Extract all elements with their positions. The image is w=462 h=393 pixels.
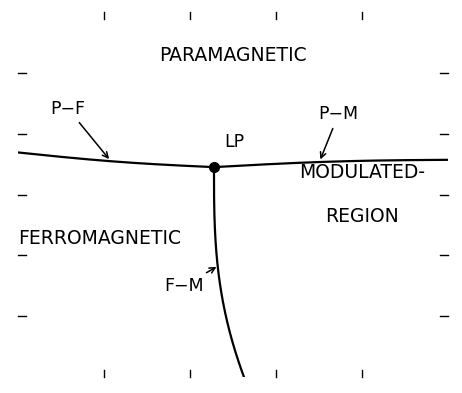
Text: MODULATED-: MODULATED- <box>299 163 425 182</box>
Text: FERROMAGNETIC: FERROMAGNETIC <box>18 229 182 248</box>
Text: LP: LP <box>225 133 245 151</box>
Text: F−M: F−M <box>164 268 215 295</box>
Text: P−F: P−F <box>50 100 108 158</box>
Text: PARAMAGNETIC: PARAMAGNETIC <box>159 46 307 65</box>
Text: REGION: REGION <box>325 207 399 226</box>
Text: P−M: P−M <box>318 105 359 158</box>
